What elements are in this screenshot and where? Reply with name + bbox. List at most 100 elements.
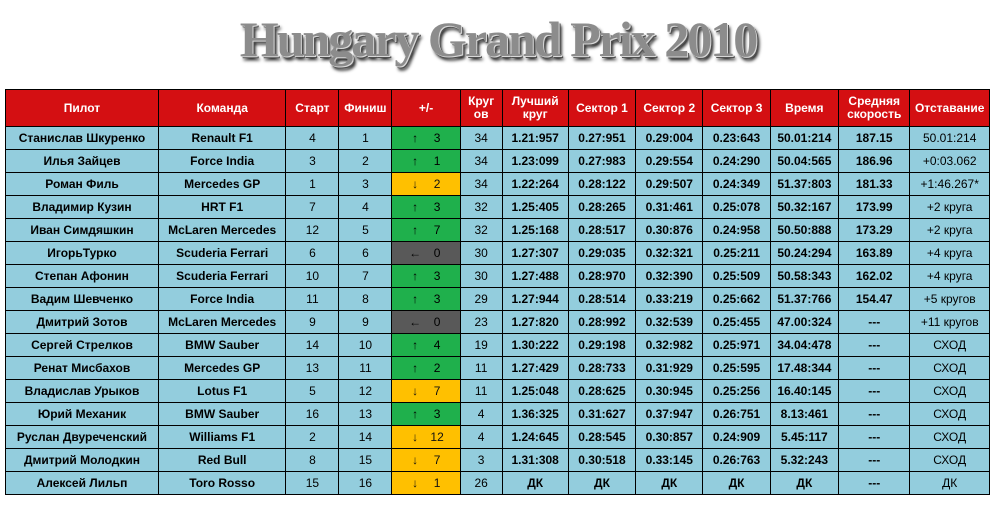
pilot-cell: Иван Симдяшкин	[5, 218, 159, 242]
sector-3-cell: 0.26:751	[702, 402, 771, 426]
position-change-value: 3	[433, 200, 441, 214]
position-change-value: 0	[433, 315, 441, 329]
avg-speed-cell: 154.47	[838, 287, 911, 311]
start-cell: 14	[285, 333, 340, 357]
sector-1-cell: 0.30:518	[567, 448, 637, 472]
sector-1-cell: 0.28:545	[567, 425, 637, 449]
gap-cell: ДК	[909, 471, 990, 495]
finish-cell: 5	[338, 218, 393, 242]
avg-speed-cell: 163.89	[838, 241, 911, 265]
gap-cell: СХОД	[909, 425, 990, 449]
start-cell: 4	[285, 126, 340, 150]
finish-cell: 10	[338, 333, 393, 357]
gap-cell: +0:03.062	[909, 149, 990, 173]
table-row: ИгорьТурко Scuderia Ferrari 6 6 ← 0 30 1.27:307…	[5, 241, 990, 265]
avg-speed-cell: ---	[838, 333, 911, 357]
laps-cell: 11	[459, 379, 503, 403]
time-cell: 50.58:343	[769, 264, 840, 288]
best-lap-cell: 1.27:944	[501, 287, 569, 311]
start-cell: 11	[285, 287, 340, 311]
page-title: Hungary Grand Prix 2010	[239, 11, 759, 67]
pilot-cell: ИгорьТурко	[5, 241, 159, 265]
start-cell: 3	[285, 149, 340, 173]
position-change-value: 3	[433, 269, 441, 283]
best-lap-cell: 1.27:488	[501, 264, 569, 288]
time-cell: ДК	[769, 471, 840, 495]
header-delta: +/-	[391, 89, 461, 127]
team-cell: McLaren Mercedes	[157, 218, 287, 242]
sector-1-cell: 0.28:265	[567, 195, 637, 219]
start-cell: 2	[285, 425, 340, 449]
arrow-up-icon: ↑	[412, 200, 419, 214]
pilot-cell: Алексей Лильп	[5, 471, 159, 495]
laps-cell: 30	[459, 241, 503, 265]
pilot-cell: Дмитрий Зотов	[5, 310, 159, 334]
sector-2-cell: 0.33:219	[635, 287, 704, 311]
sector-3-cell: 0.24:349	[702, 172, 771, 196]
laps-cell: 32	[459, 195, 503, 219]
best-lap-cell: 1.25:168	[501, 218, 569, 242]
pilot-cell: Станислав Шкуренко	[5, 126, 159, 150]
header-avg-speed: Средняя скорость	[838, 89, 911, 127]
gap-cell: +1:46.267*	[909, 172, 990, 196]
sector-1-cell: 0.27:983	[567, 149, 637, 173]
gap-cell: +4 круга	[909, 241, 990, 265]
sector-2-cell: 0.32:321	[635, 241, 704, 265]
time-cell: 16.40:145	[769, 379, 840, 403]
sector-3-cell: 0.25:455	[702, 310, 771, 334]
arrow-left-icon: ←	[409, 246, 422, 260]
best-lap-cell: 1.27:429	[501, 356, 569, 380]
sector-2-cell: 0.30:857	[635, 425, 704, 449]
sector-3-cell: 0.24:958	[702, 218, 771, 242]
arrow-up-icon: ↑	[412, 269, 419, 283]
position-change-value: 7	[433, 223, 441, 237]
start-cell: 10	[285, 264, 340, 288]
start-cell: 12	[285, 218, 340, 242]
time-cell: 50.01:214	[769, 126, 840, 150]
laps-cell: 19	[459, 333, 503, 357]
best-lap-cell: 1.23:099	[501, 149, 569, 173]
sector-2-cell: 0.32:539	[635, 310, 704, 334]
best-lap-cell: 1.22:264	[501, 172, 569, 196]
gap-cell: +2 круга	[909, 195, 990, 219]
header-time: Время	[769, 89, 840, 127]
header-best-lap: Лучший круг	[501, 89, 569, 127]
finish-cell: 1	[338, 126, 393, 150]
team-cell: Force India	[157, 287, 287, 311]
position-change-value: 2	[433, 177, 441, 191]
sector-2-cell: 0.29:554	[635, 149, 704, 173]
best-lap-cell: 1.30:222	[501, 333, 569, 357]
table-row: Руслан Двуреченский Williams F1 2 14 ↓ 12 4 1.2…	[5, 425, 990, 449]
time-cell: 17.48:344	[769, 356, 840, 380]
laps-cell: 4	[459, 402, 503, 426]
sector-1-cell: 0.28:122	[567, 172, 637, 196]
arrow-down-icon: ↓	[412, 453, 419, 467]
gap-cell: 50.01:214	[909, 126, 990, 150]
pilot-cell: Сергей Стрелков	[5, 333, 159, 357]
header-row: Пилот Команда Старт Финиш +/- Круг ов Лучший к…	[5, 89, 990, 127]
table-row: Владислав Урыков Lotus F1 5 12 ↓ 7 11 1.25:048 0…	[5, 379, 990, 403]
time-cell: 5.32:243	[769, 448, 840, 472]
header-laps: Круг ов	[459, 89, 503, 127]
best-lap-cell: 1.27:307	[501, 241, 569, 265]
pilot-cell: Вадим Шевченко	[5, 287, 159, 311]
time-cell: 50.24:294	[769, 241, 840, 265]
table-row: Дмитрий Молодкин Red Bull 8 15 ↓ 7 3 1.31:308 0.…	[5, 448, 990, 472]
sector-3-cell: 0.25:595	[702, 356, 771, 380]
arrow-down-icon: ↓	[412, 384, 419, 398]
sector-2-cell: 0.29:507	[635, 172, 704, 196]
table-row: Илья Зайцев Force India 3 2 ↑ 1 34 1.23:099 0.27…	[5, 149, 990, 173]
sector-2-cell: 0.30:876	[635, 218, 704, 242]
team-cell: Mercedes GP	[157, 172, 287, 196]
sector-3-cell: 0.24:909	[702, 425, 771, 449]
sector-2-cell: 0.29:004	[635, 126, 704, 150]
arrow-up-icon: ↑	[412, 407, 419, 421]
pilot-cell: Руслан Двуреченский	[5, 425, 159, 449]
avg-speed-cell: 173.99	[838, 195, 911, 219]
gap-cell: СХОД	[909, 448, 990, 472]
sector-2-cell: 0.32:390	[635, 264, 704, 288]
start-cell: 7	[285, 195, 340, 219]
time-cell: 47.00:324	[769, 310, 840, 334]
time-cell: 50.32:167	[769, 195, 840, 219]
sector-2-cell: 0.37:947	[635, 402, 704, 426]
